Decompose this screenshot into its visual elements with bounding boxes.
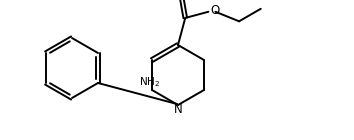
Text: NH$_2$: NH$_2$ bbox=[139, 75, 161, 89]
Text: N: N bbox=[173, 103, 182, 116]
Text: O: O bbox=[210, 4, 220, 17]
